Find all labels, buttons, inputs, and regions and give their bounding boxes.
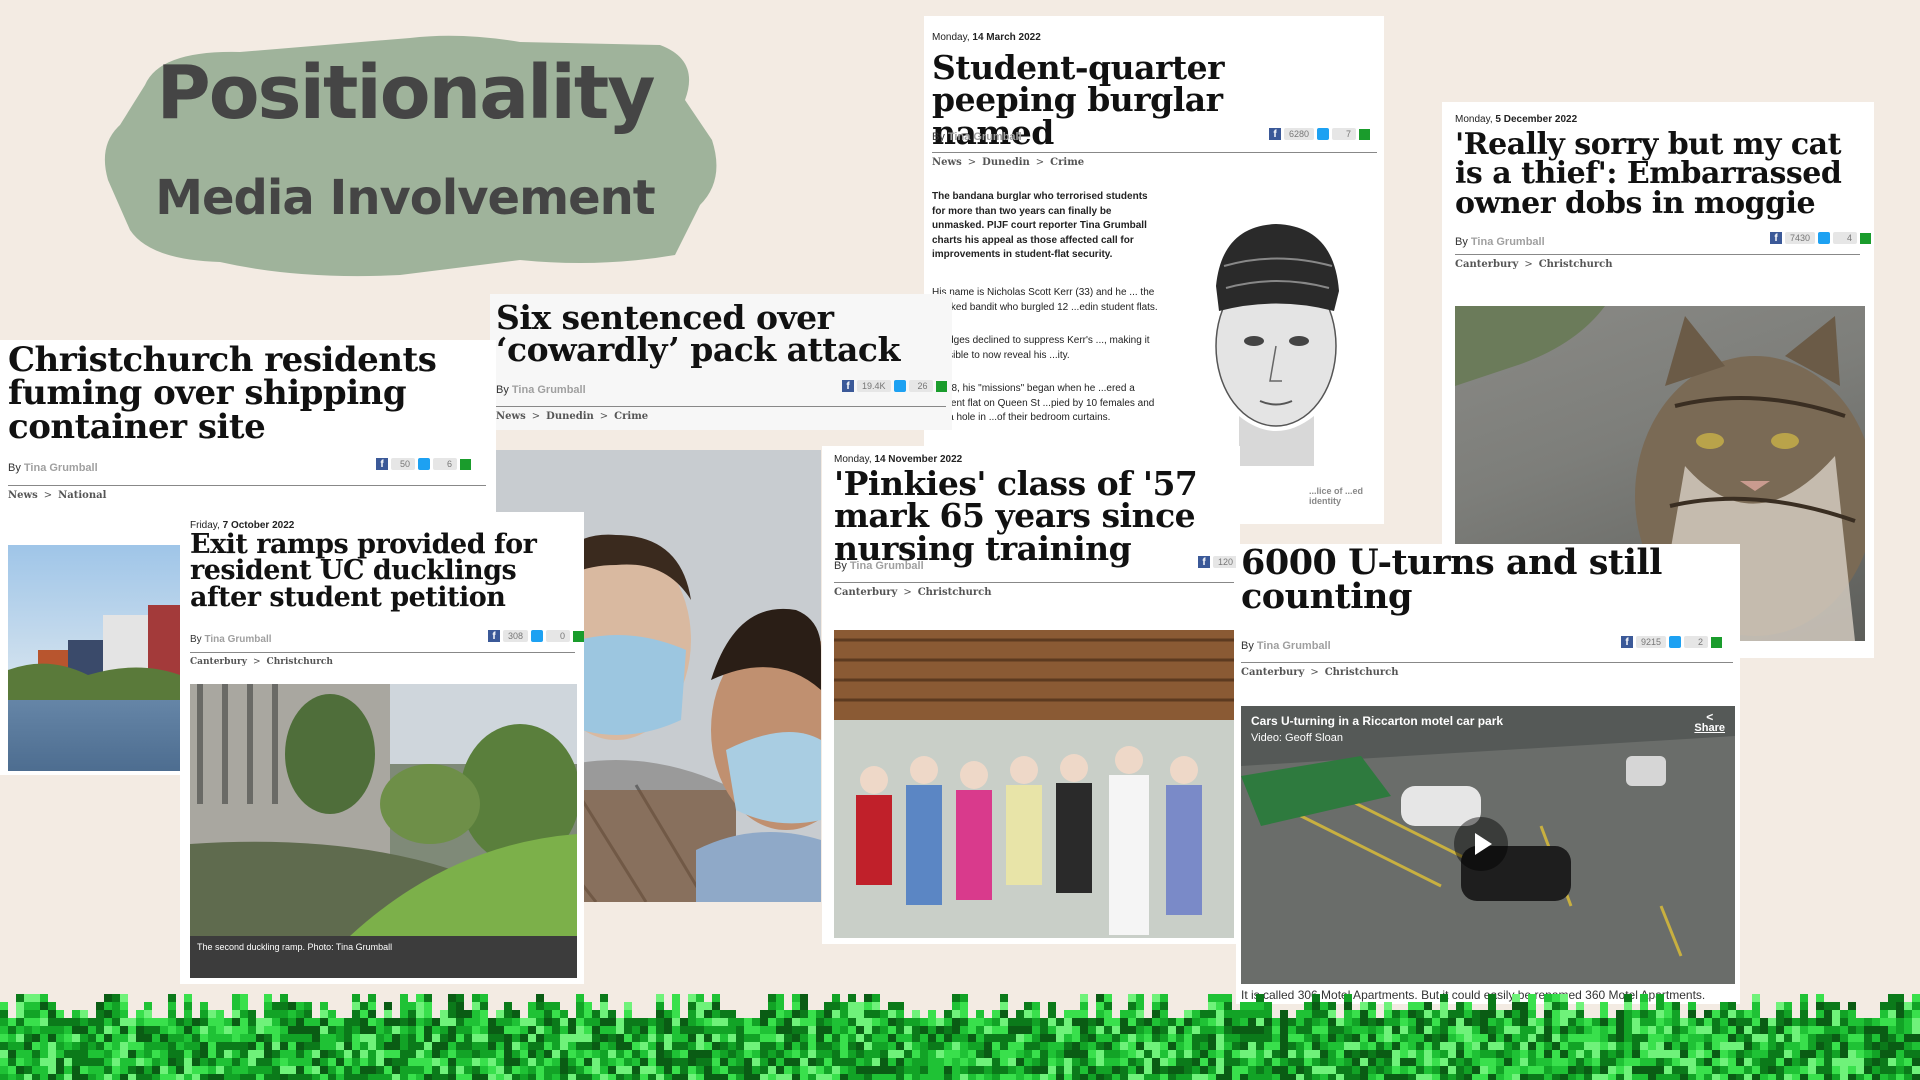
slide-title: Positionality [156, 50, 655, 136]
breadcrumb: News > National [8, 485, 486, 501]
article-caption: It is called 306 Motel Apartments. But i… [1241, 988, 1706, 1002]
play-icon [1475, 833, 1492, 855]
breadcrumb-item[interactable]: Canterbury [1455, 259, 1519, 270]
twitter-icon[interactable] [418, 458, 430, 470]
breadcrumb: Canterbury > Christchurch [834, 582, 1234, 598]
article-date: Monday, 14 March 2022 [932, 32, 1041, 43]
breadcrumb: News > Dunedin > Crime [932, 152, 1377, 168]
share-counts: f 50 6 [376, 458, 471, 470]
article-byline: By Tina Grumball [1455, 236, 1545, 248]
share-icon[interactable] [1359, 128, 1371, 140]
clipping-container: Christchurch residents fuming over shipp… [0, 340, 496, 775]
article-paragraph: ...judges declined to suppress Kerr's ..… [932, 335, 1150, 361]
breadcrumb-item[interactable]: Canterbury [1241, 667, 1305, 678]
share-icon[interactable] [1711, 636, 1723, 648]
breadcrumb-item[interactable]: Dunedin [982, 157, 1030, 168]
twitter-icon[interactable] [893, 380, 906, 392]
article-byline: By Tina Grumball [8, 462, 98, 474]
article-byline: By Tina Grumball [1241, 640, 1331, 652]
facebook-icon[interactable]: f [488, 630, 500, 642]
breadcrumb-item[interactable]: Crime [1050, 157, 1085, 168]
article-headline: Exit ramps provided for resident UC duck… [190, 529, 537, 613]
clipping-pinkies: Monday, 14 November 2022 'Pinkies' class… [822, 446, 1240, 944]
breadcrumb-item[interactable]: National [58, 490, 107, 501]
article-headline: 6000 U-turns and still counting [1241, 544, 1662, 618]
clipping-six-sentenced: Six sentenced over ‘cowardly’ pack attac… [490, 294, 952, 430]
facebook-icon[interactable]: f [1269, 128, 1281, 140]
breadcrumb: Canterbury > Christchurch [190, 652, 575, 667]
article-headline: 'Pinkies' class of '57 mark 65 years sin… [834, 464, 1198, 568]
article-date: Friday, 7 October 2022 [190, 520, 295, 531]
twitter-icon[interactable] [1818, 232, 1831, 244]
article-byline: By Tina Grumball [190, 634, 272, 645]
share-counts: f 7430 4 [1770, 232, 1872, 244]
breadcrumb-item[interactable]: Canterbury [834, 587, 898, 598]
share-icon[interactable] [935, 380, 947, 392]
article-headline: Student-quarter peeping burglar named [932, 48, 1225, 152]
breadcrumb-item[interactable]: Canterbury [190, 657, 247, 667]
breadcrumb: Canterbury > Christchurch [1455, 254, 1860, 270]
twitter-icon[interactable] [1669, 636, 1682, 648]
share-button[interactable]: < Share [1694, 710, 1725, 734]
photo-caption: ...lice of ...ed identity [1309, 486, 1364, 506]
breadcrumb-item[interactable]: Christchurch [1324, 667, 1399, 678]
share-icon[interactable] [1860, 232, 1872, 244]
facebook-icon[interactable]: f [1770, 232, 1782, 244]
article-byline: By Tina Grumball [932, 131, 1022, 143]
clipping-student-quarter: Monday, 14 March 2022 Student-quarter pe… [924, 16, 1384, 524]
title-brush-background [104, 35, 717, 277]
caption-bar: The second duckling ramp. Photo: Tina Gr… [190, 936, 577, 978]
article-paragraph: ...018, his "missions" began when he ...… [932, 383, 1155, 423]
share-icon[interactable] [573, 630, 584, 642]
facebook-icon[interactable]: f [1621, 636, 1633, 648]
share-icon[interactable] [460, 458, 471, 470]
breadcrumb-item[interactable]: News [496, 411, 526, 422]
article-headline: 'Really sorry but my cat is a thief': Em… [1455, 127, 1842, 221]
article-paragraph: His name is Nicholas Scott Kerr (33) and… [932, 287, 1158, 313]
breadcrumb-item[interactable]: Christchurch [266, 657, 333, 667]
share-counts: f 9215 2 [1621, 636, 1723, 648]
twitter-icon[interactable] [531, 630, 544, 642]
nurses-group-photo [834, 630, 1234, 938]
clipping-uturns: 6000 U-turns and still counting By Tina … [1236, 544, 1740, 1004]
clipping-cat: Monday, 5 December 2022 'Really sorry bu… [1442, 102, 1874, 658]
breadcrumb: Canterbury > Christchurch [1241, 662, 1733, 678]
breadcrumb-item[interactable]: News [8, 490, 38, 501]
article-date: Monday, 14 November 2022 [834, 454, 963, 465]
share-counts: f 120 [1198, 556, 1239, 568]
article-byline: By Tina Grumball [834, 560, 924, 572]
breadcrumb-item[interactable]: News [932, 157, 962, 168]
video-title: Cars U-turning in a Riccarton motel car … [1251, 714, 1504, 728]
article-headline: Six sentenced over ‘cowardly’ pack attac… [496, 298, 900, 370]
share-counts: f 308 0 [488, 630, 584, 642]
share-counts: f 6280 7 [1269, 128, 1371, 140]
play-button[interactable] [1454, 817, 1508, 871]
breadcrumb-item[interactable]: Dunedin [546, 411, 594, 422]
share-counts: f 19.4K 26 [842, 380, 947, 392]
article-lead: The bandana burglar who terrorised stude… [932, 191, 1148, 260]
photo-caption: The second duckling ramp. Photo: Tina Gr… [197, 942, 393, 952]
share-arrow-icon: < [1706, 710, 1714, 724]
facebook-icon[interactable]: f [376, 458, 388, 470]
twitter-icon[interactable] [1317, 128, 1330, 140]
duck-pond-photo [190, 684, 577, 936]
article-headline: Christchurch residents fuming over shipp… [8, 340, 437, 447]
article-date: Monday, 5 December 2022 [1455, 114, 1578, 125]
facebook-icon[interactable]: f [1198, 556, 1210, 568]
breadcrumb-item[interactable]: Crime [614, 411, 649, 422]
article-byline: By Tina Grumball [496, 384, 586, 396]
video-credit: Video: Geoff Sloan [1251, 732, 1343, 744]
clipping-ducklings: Friday, 7 October 2022 Exit ramps provid… [180, 512, 584, 984]
breadcrumb-item[interactable]: Christchurch [1538, 259, 1613, 270]
video-player[interactable]: Cars U-turning in a Riccarton motel car … [1241, 706, 1735, 984]
breadcrumb: News > Dunedin > Crime [496, 406, 946, 422]
facebook-icon[interactable]: f [842, 380, 854, 392]
identikit-sketch [1164, 196, 1374, 466]
container-site-photo [8, 545, 180, 771]
slide-subtitle: Media Involvement [155, 170, 656, 226]
breadcrumb-item[interactable]: Christchurch [917, 587, 992, 598]
pixel-grass-border [0, 994, 1920, 1080]
